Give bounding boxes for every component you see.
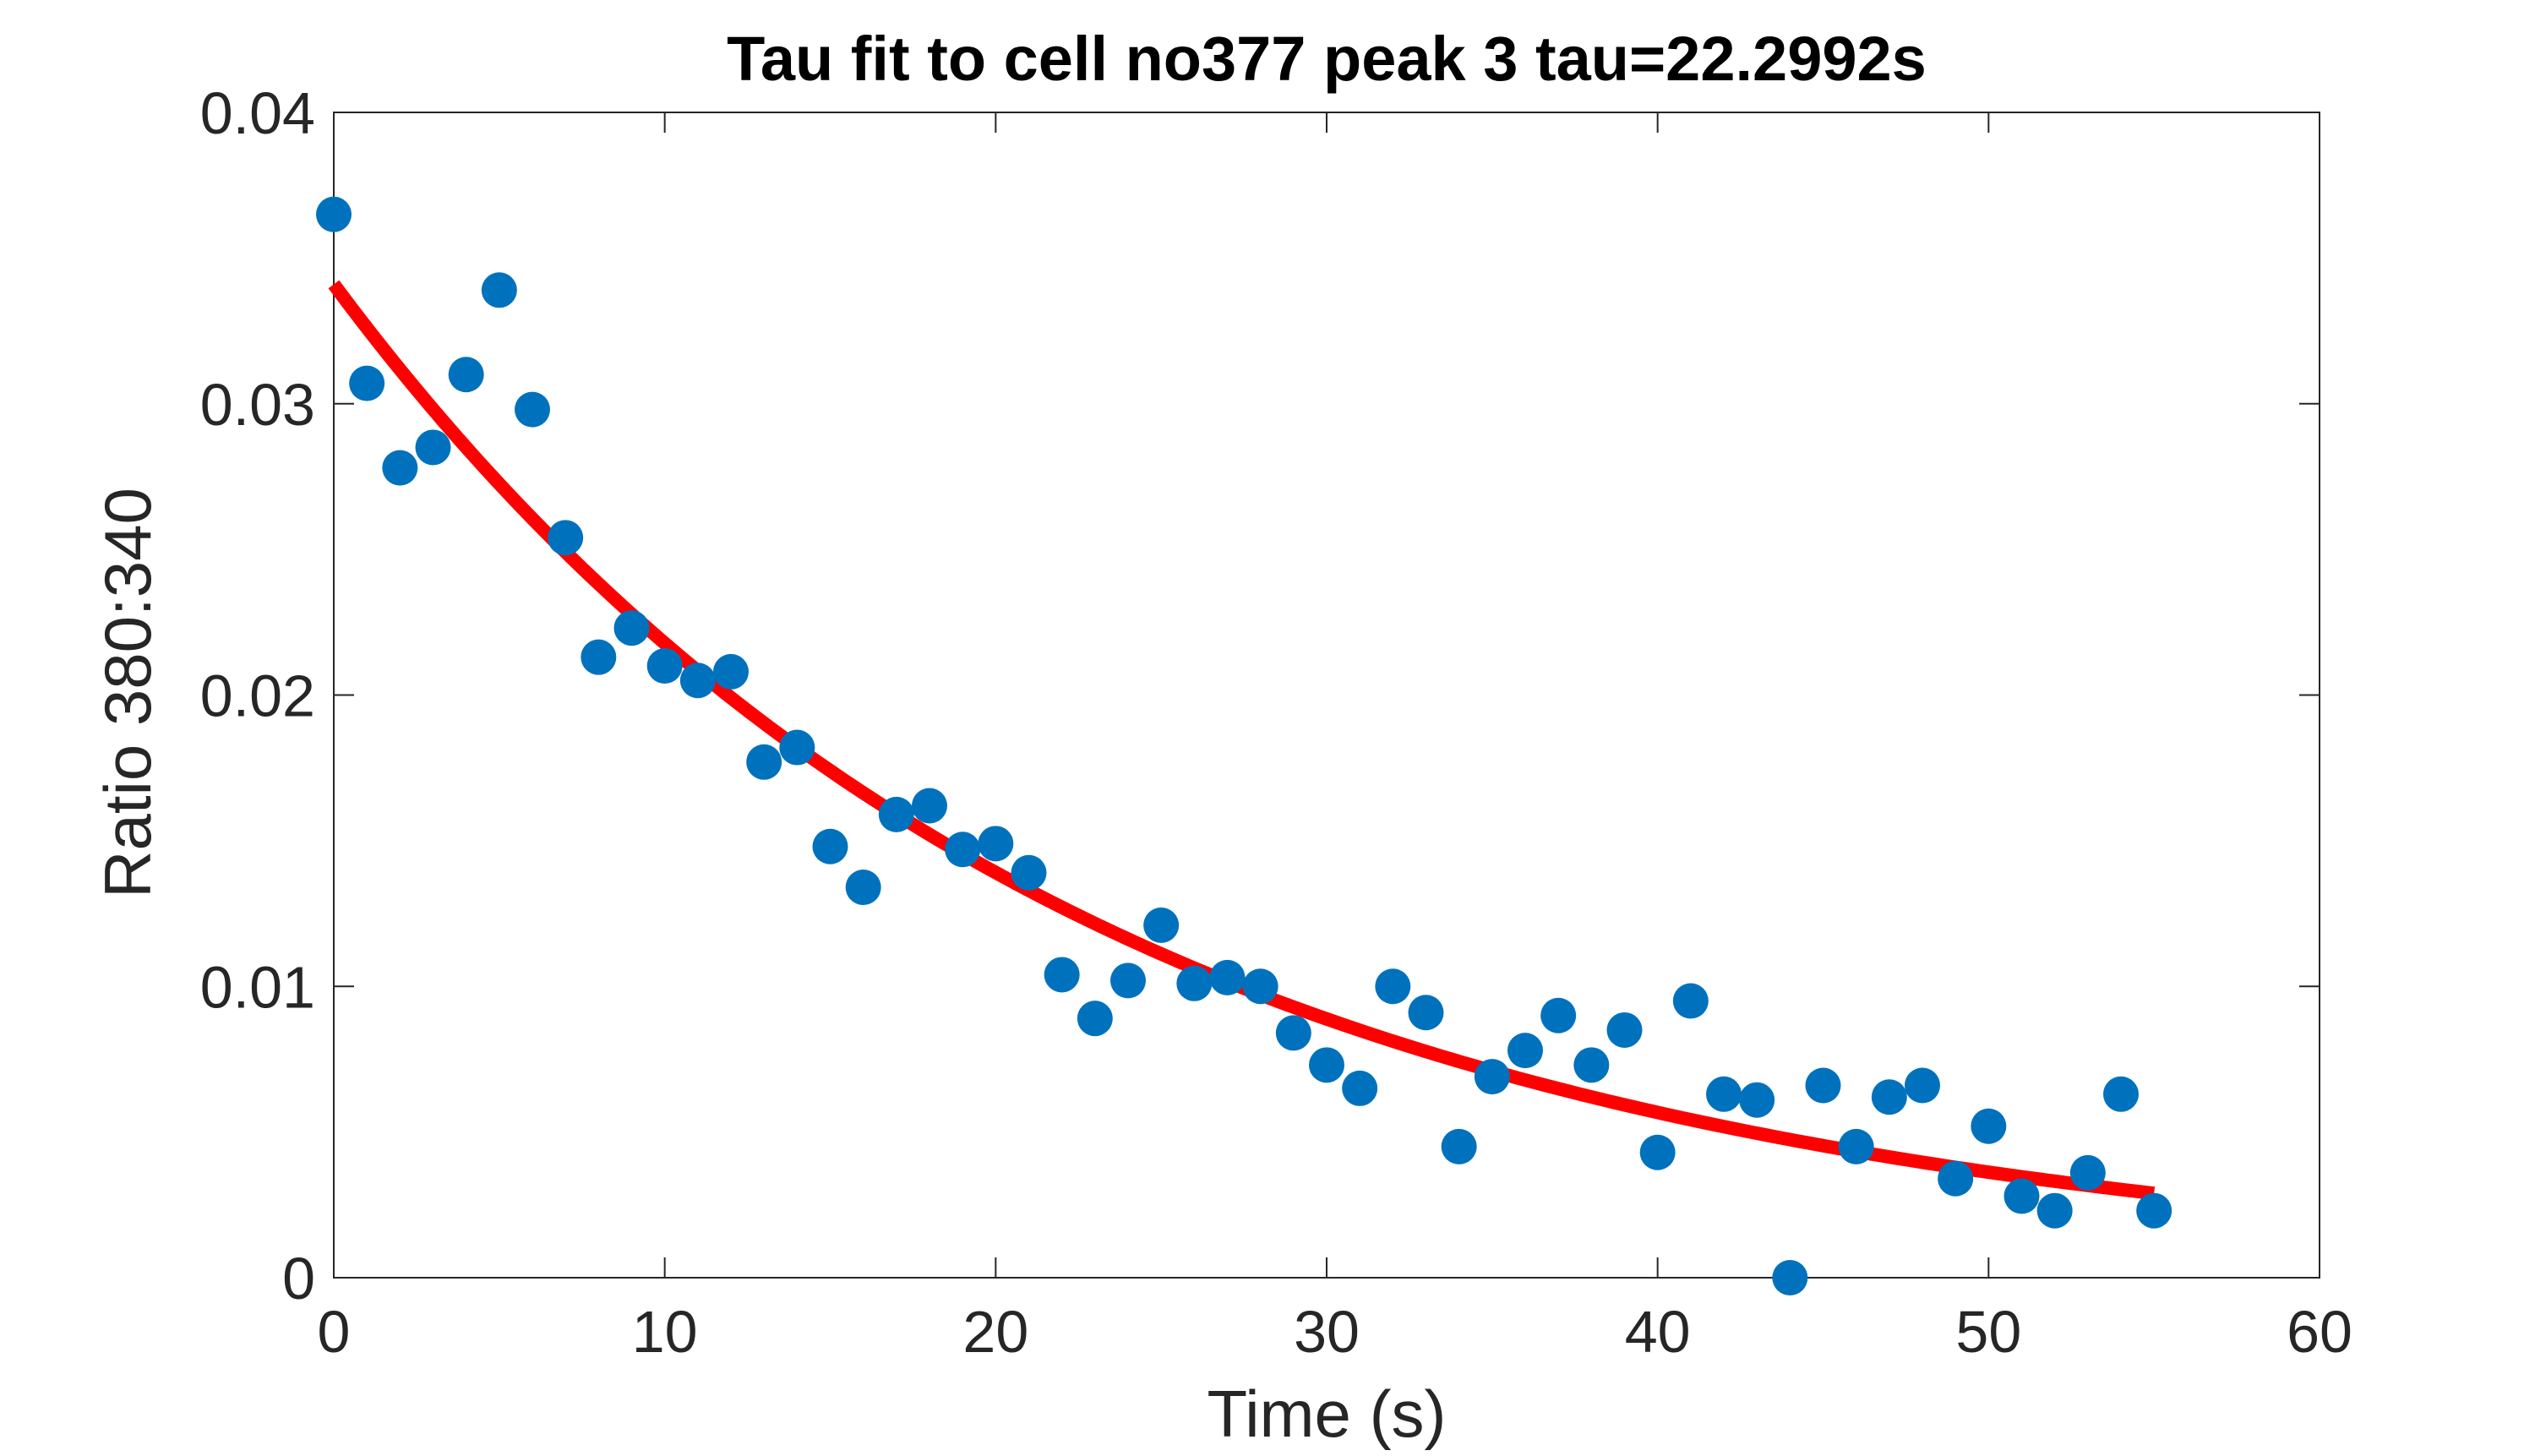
data-point [1342, 1070, 1378, 1106]
data-point [1905, 1067, 1940, 1104]
data-point [448, 357, 484, 393]
data-point [1110, 962, 1146, 999]
data-point [415, 429, 451, 466]
data-point [1408, 995, 1444, 1031]
data-point [1838, 1128, 1874, 1164]
data-point [1242, 968, 1278, 1005]
data-point [548, 520, 584, 556]
axes-box [333, 112, 2320, 1279]
data-point [1375, 968, 1411, 1005]
data-point [581, 639, 617, 675]
x-tick-label: 10 [632, 1299, 698, 1365]
x-tick-label: 50 [1955, 1299, 2021, 1365]
x-tick-label: 60 [2287, 1299, 2352, 1365]
y-tick-label: 0.03 [200, 372, 315, 438]
plot-area: 0 10 20 30 40 50 60 0 0.01 0.02 0.03 0.04 [200, 80, 2352, 1365]
y-tick-label: 0.01 [200, 954, 315, 1020]
chart-title: Tau fit to cell no377 peak 3 tau=22.2992… [727, 24, 1927, 94]
data-point [316, 196, 352, 232]
data-point [2036, 1192, 2073, 1229]
data-point [1011, 854, 1047, 891]
data-point [1540, 997, 1577, 1033]
data-point [2103, 1076, 2139, 1112]
data-point [1805, 1067, 1841, 1104]
data-point [349, 365, 385, 401]
data-point [978, 826, 1014, 862]
data-point [845, 870, 881, 906]
data-point [1971, 1108, 2007, 1144]
data-point [1044, 957, 1080, 993]
data-point [912, 788, 947, 824]
data-point [1706, 1076, 1742, 1112]
data-point [2069, 1154, 2106, 1191]
data-point [679, 663, 716, 699]
fit-curve [328, 280, 2156, 1201]
x-tick-label: 40 [1625, 1299, 1691, 1365]
data-point [613, 610, 650, 646]
data-point [1672, 983, 1709, 1019]
data-point [1176, 965, 1213, 1001]
data-point [1474, 1059, 1510, 1095]
y-tick-label: 0.02 [200, 663, 315, 729]
data-point [1772, 1260, 1808, 1295]
x-tick-label: 0 [318, 1299, 351, 1365]
data-point [2003, 1178, 2040, 1214]
x-tick-label: 20 [962, 1299, 1028, 1365]
data-point [1143, 907, 1180, 943]
data-point [646, 648, 683, 684]
data-point [1441, 1128, 1477, 1164]
y-tick-label: 0 [282, 1246, 315, 1311]
data-point [1209, 959, 1246, 995]
data-point [1606, 1012, 1643, 1048]
data-point [1573, 1047, 1610, 1083]
data-point [1871, 1079, 1907, 1115]
data-point [878, 796, 914, 832]
data-point [1077, 1001, 1113, 1037]
data-point [812, 828, 848, 864]
data-point [1639, 1134, 1676, 1170]
data-point [481, 272, 517, 308]
data-point [1507, 1033, 1543, 1069]
data-point [2136, 1192, 2172, 1229]
data-point [746, 744, 782, 780]
data-point [1739, 1082, 1775, 1118]
y-tick-label: 0.04 [200, 80, 315, 146]
data-point [515, 391, 550, 428]
data-point [1938, 1160, 1974, 1197]
x-axis-label: Time (s) [1207, 1377, 1446, 1451]
data-point [382, 450, 418, 486]
data-point [713, 653, 749, 690]
data-point [945, 832, 981, 868]
data-point [779, 729, 815, 766]
data-point [1309, 1047, 1344, 1083]
data-point [1275, 1015, 1311, 1051]
y-axis-label: Ratio 380:340 [90, 488, 165, 898]
x-tick-label: 30 [1294, 1299, 1360, 1365]
